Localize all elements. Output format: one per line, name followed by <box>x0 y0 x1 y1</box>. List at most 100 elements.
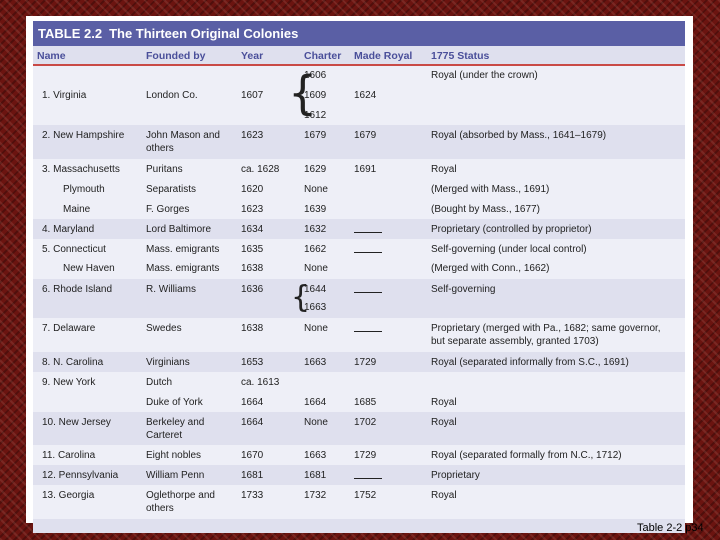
cell-name: 8. N. Carolina <box>42 357 104 368</box>
cell-status: Proprietary <box>431 470 480 481</box>
cell-status: (Merged with Conn., 1662) <box>431 263 550 274</box>
cell-made-royal: 1691 <box>354 164 377 175</box>
cell-year: 1670 <box>241 450 264 461</box>
cell-made-royal: 1752 <box>354 490 377 501</box>
cell-made-royal: 1729 <box>354 357 377 368</box>
cell-founded-by: R. Williams <box>146 284 196 295</box>
cell-charter: 1612 <box>304 110 327 121</box>
cell-founded-by: Oglethorpe and <box>146 490 215 501</box>
slide-caption: Table 2-2 p34 <box>637 522 704 534</box>
cell-founded-by: William Penn <box>146 470 205 481</box>
cell-made-royal: 1729 <box>354 450 377 461</box>
cell-name: 4. Maryland <box>42 224 95 235</box>
cell-made-royal: 1679 <box>354 130 377 141</box>
cell-charter: 1681 <box>304 470 327 481</box>
cell-status: but separate assembly, granted 1703) <box>431 336 599 347</box>
cell-name: 2. New Hampshire <box>42 130 125 141</box>
cell-founded-by: Virginians <box>146 357 190 368</box>
cell-year: 1634 <box>241 224 264 235</box>
cell-status: Royal <box>431 490 457 501</box>
cell-charter: 1662 <box>304 244 327 255</box>
cell-name: 10. New Jersey <box>42 417 111 428</box>
cell-founded-by: John Mason and <box>146 130 220 141</box>
cell-made-royal: 1624 <box>354 90 377 101</box>
cell-status: (Merged with Mass., 1691) <box>431 184 550 195</box>
cell-name: Plymouth <box>63 184 105 195</box>
cell-year: 1638 <box>241 263 264 274</box>
cell-name: 1. Virginia <box>42 90 87 101</box>
cell-year: 1635 <box>241 244 264 255</box>
cell-status: Royal <box>431 417 457 428</box>
table-row-new-york: 9. New York Dutch ca. 1613 Duke of York … <box>33 372 685 412</box>
cell-founded-by: Duke of York <box>146 397 203 408</box>
cell-charter: 1664 <box>304 397 327 408</box>
cell-year: 1664 <box>241 417 264 428</box>
header-year: Year <box>241 50 264 62</box>
cell-charter: 1639 <box>304 204 327 215</box>
cell-made-royal-blank <box>354 243 382 258</box>
cell-name: Maine <box>63 204 91 215</box>
cell-founded-by: Swedes <box>146 323 182 334</box>
cell-status: Royal <box>431 397 457 408</box>
cell-charter: 1629 <box>304 164 327 175</box>
table-row-new-hampshire: 2. New Hampshire John Mason and others 1… <box>33 125 685 159</box>
cell-name: 3. Massachusetts <box>42 164 120 175</box>
cell-status: Proprietary (merged with Pa., 1682; same… <box>431 323 661 334</box>
table-row-virginia: 1. Virginia London Co. 1607 { 1606 1609 … <box>33 66 685 125</box>
table-title-text: The Thirteen Original Colonies <box>109 26 299 41</box>
cell-made-royal: 1702 <box>354 417 377 428</box>
cell-founded-by: Carteret <box>146 430 183 441</box>
cell-founded-by: Puritans <box>146 164 183 175</box>
cell-name: 11. Carolina <box>42 450 96 461</box>
cell-year: 1620 <box>241 184 264 195</box>
table-row-massachusetts: 3. Massachusetts Puritans ca. 1628 1629 … <box>33 159 685 219</box>
cell-charter: 1679 <box>304 130 327 141</box>
cell-charter: 1663 <box>304 450 327 461</box>
table-row-maryland: 4. Maryland Lord Baltimore 1634 1632 Pro… <box>33 219 685 239</box>
cell-made-royal-blank <box>354 283 382 298</box>
table-number: TABLE 2.2 <box>38 26 103 41</box>
cell-founded-by: Dutch <box>146 377 173 388</box>
cell-year: 1623 <box>241 204 264 215</box>
cell-made-royal-blank <box>354 469 382 484</box>
cell-year: ca. 1613 <box>241 377 280 388</box>
header-made-royal: Made Royal <box>354 50 413 62</box>
cell-charter: 1663 <box>304 357 327 368</box>
cell-year: 1653 <box>241 357 264 368</box>
cell-founded-by: F. Gorges <box>146 204 190 215</box>
cell-founded-by: Mass. emigrants <box>146 244 220 255</box>
cell-founded-by: Eight nobles <box>146 450 202 461</box>
cell-charter: 1632 <box>304 224 327 235</box>
cell-charter: None <box>304 417 328 428</box>
table-row-pennsylvania: 12. Pennsylvania William Penn 1681 1681 … <box>33 465 685 485</box>
slide-page: TABLE 2.2 The Thirteen Original Colonies … <box>26 16 693 533</box>
cell-founded-by: Separatists <box>146 184 197 195</box>
cell-charter: None <box>304 323 328 334</box>
cell-status: Royal (absorbed by Mass., 1641–1679) <box>431 130 607 141</box>
cell-name: 13. Georgia <box>42 490 95 501</box>
cell-founded-by: others <box>146 503 174 514</box>
cell-status: Royal <box>431 164 457 175</box>
cell-status: Proprietary (controlled by proprietor) <box>431 224 592 235</box>
table-row-n-carolina: 8. N. Carolina Virginians 1653 1663 1729… <box>33 352 685 372</box>
cell-made-royal-blank <box>354 223 382 238</box>
cell-charter: 1663 <box>304 302 327 313</box>
cell-status: Royal (separated formally from N.C., 171… <box>431 450 622 461</box>
cell-charter: None <box>304 184 328 195</box>
table-row-delaware: 7. Delaware Swedes 1638 None Proprietary… <box>33 318 685 352</box>
brace-symbol: { <box>291 280 311 315</box>
cell-name: New Haven <box>63 263 115 274</box>
cell-name: 6. Rhode Island <box>42 284 113 295</box>
cell-founded-by: Lord Baltimore <box>146 224 212 235</box>
brace-symbol: { <box>288 66 318 120</box>
header-1775-status: 1775 Status <box>431 50 490 62</box>
cell-year: 1664 <box>241 397 264 408</box>
table-row-carolina: 11. Carolina Eight nobles 1670 1663 1729… <box>33 445 685 465</box>
table-title: TABLE 2.2 The Thirteen Original Colonies <box>33 21 685 46</box>
cell-charter: 1732 <box>304 490 327 501</box>
table-row-new-jersey: 10. New Jersey Berkeley and Carteret 166… <box>33 412 685 445</box>
cell-name: 7. Delaware <box>42 323 96 334</box>
cell-charter: None <box>304 263 328 274</box>
cell-name: 12. Pennsylvania <box>42 470 119 481</box>
header-charter: Charter <box>304 50 342 62</box>
